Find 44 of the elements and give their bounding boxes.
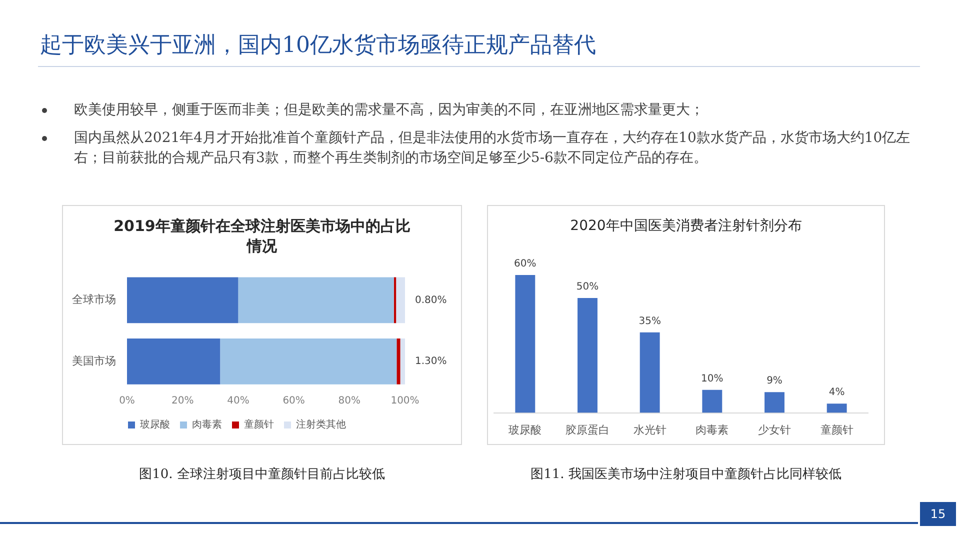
bar [640, 332, 660, 413]
caption: 图10. 全球注射项目中童颜针目前占比较低 [138, 466, 386, 483]
text: 国内虽然从2021年4月才开始批准首个童颜针产品，但是非法使用的水货市场一直存在，大约存在10款水货产品，水货市场大约10亿左右；目前获批的合规产品只有3款，而整个再生类制剂的市场空间足够至少5-6款不同定位产品的存在。 [74, 130, 910, 166]
chart-title: 2020年中国医美消费者注射针剂分布 [569, 217, 803, 236]
data-label: 60% [514, 258, 536, 270]
data-label: 1.30% [415, 356, 447, 367]
legend-label: 注射类其他 [296, 418, 346, 431]
bar [396, 277, 405, 324]
bar [400, 338, 405, 384]
text: 起于欧美兴于亚洲，国内10亿水货市场亟待正规产品替代 [40, 32, 596, 60]
x-tick-label: 玻尿酸 [508, 423, 542, 436]
caption: 图11. 我国医美市场中注射项目中童颜针占比同样较低 [530, 466, 842, 483]
data-label: 35% [638, 316, 661, 327]
x-tick-label: 60% [282, 396, 305, 407]
bar [127, 277, 238, 324]
chart-title: 2019年童颜针在全球注射医美市场中的占比情况 [112, 216, 412, 256]
bar [127, 338, 220, 384]
data-label: 9% [766, 376, 782, 387]
x-tick-label: 肉毒素 [696, 423, 729, 436]
x-tick-label: 少女针 [758, 423, 791, 436]
y-tick-label: 美国市场 [72, 354, 116, 368]
x-tick-label: 40% [227, 396, 250, 407]
bar [220, 338, 397, 384]
bar [515, 274, 536, 413]
bar [826, 404, 847, 413]
x-tick-label: 水光针 [633, 423, 666, 436]
bar [396, 338, 400, 384]
data-label: 50% [576, 282, 599, 293]
x-tick-label: 0% [119, 396, 135, 407]
x-tick-label: 20% [171, 396, 194, 407]
bar [702, 390, 722, 413]
text: 欧美使用较早，侧重于医而非美；但是欧美的需求量不高，因为审美的不同，在亚洲地区需求量更大； [74, 102, 704, 118]
x-tick-label: 童颜针 [820, 423, 854, 436]
x-tick-label: 100% [390, 396, 420, 407]
x-tick-label: 80% [338, 396, 361, 407]
data-label: 0.80% [415, 294, 447, 306]
data-label: 10% [701, 373, 724, 384]
bar [238, 277, 394, 324]
x-tick-label: 胶原蛋白 [566, 423, 610, 436]
text: 15 [920, 502, 956, 526]
bar [578, 298, 598, 413]
data-label: 4% [828, 387, 845, 398]
bar [764, 392, 784, 413]
y-tick-label: 全球市场 [72, 293, 116, 306]
